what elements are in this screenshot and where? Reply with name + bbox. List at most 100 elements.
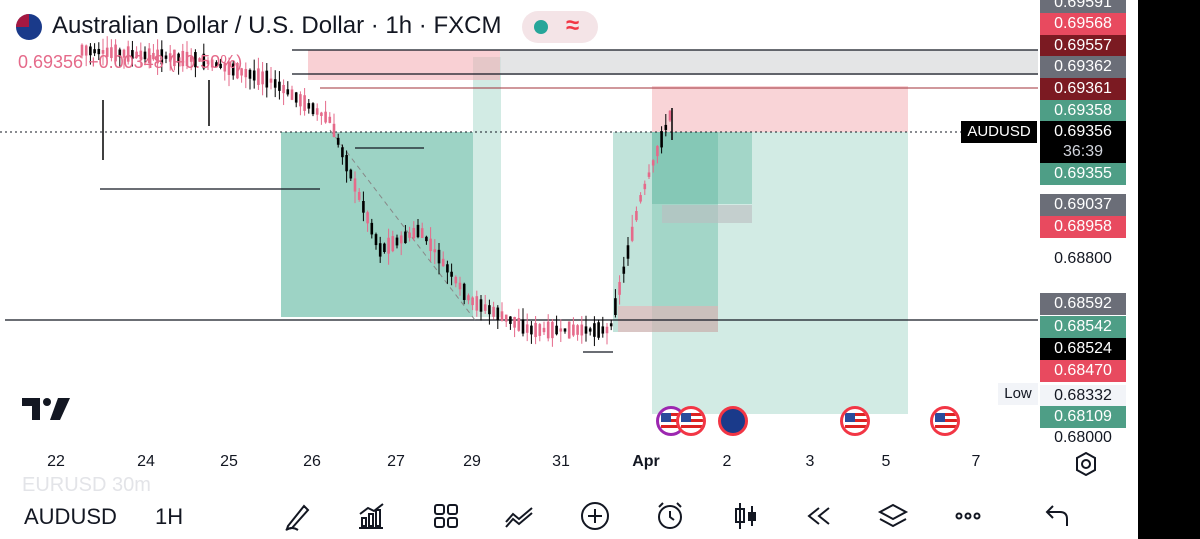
candle-body	[614, 298, 617, 315]
layout-grid-icon[interactable]	[430, 500, 462, 532]
candle-body	[84, 45, 88, 56]
candle-body	[412, 227, 416, 239]
candle-body	[395, 237, 399, 246]
candle-body	[215, 62, 218, 68]
us-flag-icon[interactable]	[676, 406, 706, 436]
price-tag-68470: 0.68470	[1040, 360, 1126, 382]
price-tag-68542: 0.68542	[1040, 316, 1126, 338]
candle-body	[475, 296, 479, 311]
candle-body	[660, 131, 663, 148]
stop-loss-zone	[652, 86, 908, 132]
time-label: Apr	[632, 453, 660, 470]
entry-zone	[613, 132, 718, 332]
candle-body	[101, 50, 105, 54]
candle-body	[559, 328, 563, 332]
candle-body	[576, 325, 579, 335]
price-tag-69358: 0.69358	[1040, 100, 1126, 122]
symbol-title[interactable]: Australian Dollar / U.S. Dollar · 1h · F…	[52, 12, 502, 39]
candle-body	[656, 145, 659, 157]
drawing-pen-icon[interactable]	[282, 500, 314, 532]
candle-body	[89, 46, 92, 56]
candle-body	[219, 63, 222, 68]
candle-body	[118, 49, 122, 58]
candle-body	[425, 236, 428, 242]
order-block	[618, 306, 718, 332]
candle-body	[206, 60, 210, 65]
candle-body	[651, 160, 655, 166]
candle-body	[454, 276, 458, 284]
time-label: 29	[463, 453, 481, 470]
price-tag-69568: 0.69568	[1040, 13, 1126, 35]
more-icon[interactable]	[952, 500, 984, 532]
candle-body	[420, 228, 424, 238]
candle-body	[231, 63, 235, 76]
candle-body	[479, 299, 483, 312]
wave-icon: ≈	[566, 12, 580, 39]
supply-zone	[308, 50, 500, 80]
candle-body	[471, 297, 474, 306]
compare-icon[interactable]	[503, 500, 535, 532]
candle-body	[513, 316, 516, 328]
price-chart[interactable]	[0, 0, 1138, 484]
candle-body	[546, 321, 550, 339]
candle-body	[492, 306, 495, 317]
candle-body	[378, 243, 382, 257]
us-flag-icon[interactable]	[930, 406, 960, 436]
layers-icon[interactable]	[877, 500, 909, 532]
time-label: 3	[805, 453, 815, 470]
candle-body	[635, 211, 638, 221]
candle-body	[664, 124, 668, 130]
candle-body	[341, 147, 344, 158]
candle-body	[525, 324, 529, 333]
low-label: Low	[998, 383, 1038, 405]
candle-body	[181, 50, 185, 67]
candle-body	[160, 49, 164, 65]
symbol-selector[interactable]: AUDUSD	[24, 504, 117, 529]
candle-body	[168, 53, 172, 62]
interval-selector[interactable]: 1H	[155, 504, 184, 529]
alert-clock-icon[interactable]	[654, 500, 686, 532]
chart-settings-icon[interactable]	[1074, 452, 1098, 476]
market-status-pill[interactable]: ≈	[522, 11, 598, 43]
time-label: 5	[881, 453, 891, 470]
candle-body	[332, 123, 336, 137]
price-tag-69591: 0.69591	[1040, 0, 1126, 14]
candle-body	[97, 48, 101, 55]
undo-icon[interactable]	[1040, 500, 1072, 532]
price-tag-69361: 0.69361	[1040, 78, 1126, 100]
symbol-price-label: AUDUSD	[961, 121, 1037, 143]
candle-body	[189, 56, 193, 62]
candle-body	[311, 103, 315, 115]
candle-body	[177, 53, 180, 63]
candle-body	[458, 282, 462, 290]
time-label: 31	[552, 453, 570, 470]
candle-body	[370, 222, 374, 235]
price-tag-69362: 0.69362	[1040, 56, 1126, 78]
tradingview-logo-icon[interactable]	[22, 396, 70, 422]
candle-body	[194, 52, 197, 68]
candle-body	[299, 94, 302, 107]
price-tag-69037: 0.69037	[1040, 194, 1126, 216]
time-label: 25	[220, 453, 238, 470]
candle-body	[248, 69, 252, 79]
candle-body	[630, 226, 634, 241]
aud-flag-icon[interactable]	[718, 406, 748, 436]
candle-body	[139, 50, 143, 60]
us-flag-icon[interactable]	[840, 406, 870, 436]
candles-icon[interactable]	[730, 500, 762, 532]
candle-body	[114, 44, 117, 62]
replay-icon[interactable]	[803, 500, 835, 532]
candle-body	[257, 68, 260, 85]
candle-body	[290, 89, 294, 100]
add-icon[interactable]	[579, 500, 611, 532]
bar-countdown: 36:39	[1062, 143, 1104, 160]
candle-body	[252, 70, 256, 81]
candle-body	[521, 319, 525, 334]
candle-body	[105, 47, 109, 57]
time-label: 24	[137, 453, 155, 470]
candle-body	[563, 328, 567, 332]
time-label: 26	[303, 453, 321, 470]
indicators-icon[interactable]	[355, 500, 387, 532]
candle-body	[362, 201, 365, 213]
